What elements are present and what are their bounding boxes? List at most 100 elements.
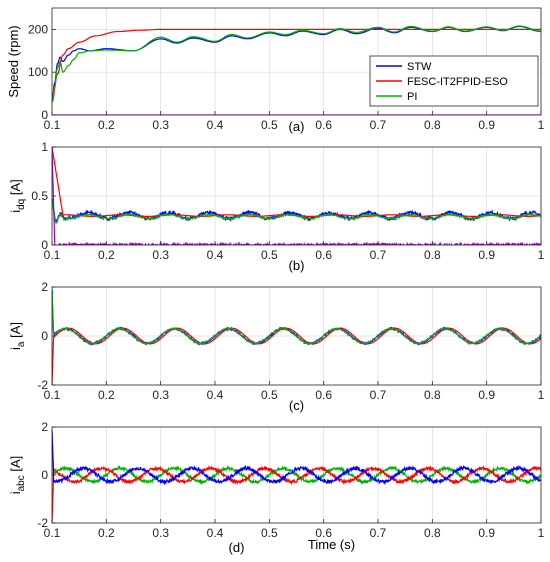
x-tick-label: 0.3 <box>152 118 169 132</box>
marker <box>270 333 274 336</box>
marker <box>359 213 362 217</box>
marker <box>54 332 58 335</box>
series-phase-c <box>52 429 541 486</box>
marker <box>472 218 475 221</box>
marker <box>451 245 454 248</box>
marker <box>211 211 215 215</box>
x-tick-label: 0.6 <box>315 526 332 540</box>
marker <box>298 213 302 217</box>
marker <box>85 210 89 213</box>
marker <box>424 242 428 245</box>
marker <box>446 212 449 215</box>
marker <box>202 243 206 245</box>
marker <box>124 211 128 215</box>
marker <box>511 332 514 336</box>
marker <box>381 242 384 245</box>
marker <box>220 242 223 245</box>
x-tick-label: 0.5 <box>261 526 278 540</box>
marker <box>511 242 515 245</box>
marker <box>528 210 532 214</box>
marker <box>198 213 202 216</box>
marker <box>107 218 110 222</box>
x-tick-label: 0.4 <box>207 388 224 402</box>
marker <box>72 242 76 245</box>
marker <box>415 212 419 216</box>
series-fesc-iq <box>52 147 541 217</box>
marker <box>441 212 445 216</box>
marker <box>115 214 119 218</box>
marker <box>172 210 176 214</box>
marker <box>359 243 362 245</box>
marker <box>424 217 428 221</box>
x-tick-label: 0.8 <box>424 118 441 132</box>
marker <box>494 244 497 245</box>
marker <box>311 215 315 219</box>
series-fesc-it2fpid-eso <box>52 327 541 385</box>
series-phase-b <box>52 464 541 523</box>
marker <box>380 331 384 335</box>
marker <box>259 243 262 245</box>
marker <box>221 329 225 332</box>
marker <box>394 217 397 221</box>
marker <box>132 334 135 337</box>
marker <box>494 212 497 216</box>
marker <box>351 245 354 248</box>
marker <box>102 242 106 245</box>
marker <box>398 213 402 216</box>
marker <box>398 243 402 245</box>
marker <box>207 212 210 215</box>
y-tick-label: -2 <box>37 516 48 530</box>
marker <box>155 243 158 245</box>
marker <box>52 198 54 202</box>
y-tick-label: 200 <box>28 22 48 36</box>
x-tick-label: 0.6 <box>315 118 332 132</box>
legend-entry: PI <box>407 91 417 103</box>
marker <box>403 245 406 248</box>
x-tick-label: 0.4 <box>207 526 224 540</box>
marker <box>102 215 106 219</box>
y-tick-label: 0 <box>41 468 48 482</box>
x-tick-label: 0.1 <box>44 118 61 132</box>
marker <box>346 243 349 245</box>
marker <box>294 245 297 248</box>
marker <box>163 243 167 245</box>
marker <box>276 243 280 245</box>
panel-a: 0.1 0.2 0.3 0.4 0.5 0.6 0.7 0.8 0.9 1 0 100 200 Speed… <box>6 7 545 134</box>
marker <box>476 242 480 245</box>
marker <box>156 337 160 341</box>
marker <box>295 333 298 337</box>
y-tick-label: 2 <box>41 420 48 434</box>
marker <box>128 210 132 213</box>
marker <box>537 213 541 216</box>
marker <box>333 243 336 245</box>
marker <box>55 219 58 222</box>
marker <box>489 244 493 245</box>
marker <box>89 243 93 245</box>
x-tick-label: 0.2 <box>98 118 115 132</box>
series-pi <box>52 289 541 345</box>
y-tick-label: 1 <box>41 140 48 154</box>
marker <box>420 243 423 245</box>
marker <box>472 242 475 245</box>
marker <box>168 211 171 214</box>
marker <box>107 243 110 245</box>
x-tick-label: 0.2 <box>98 388 115 402</box>
marker <box>520 242 523 245</box>
marker <box>307 218 310 222</box>
marker <box>507 329 510 333</box>
plot-area <box>52 147 541 248</box>
marker <box>246 210 249 214</box>
marker <box>287 328 290 331</box>
x-tick-label: 1 <box>538 526 545 540</box>
marker <box>401 331 404 335</box>
panel-b: 0.1 0.2 0.3 0.4 0.5 0.6 0.7 0.8 0.9 1 0 0.5 1 idq [A]… <box>8 140 545 273</box>
marker <box>433 243 436 245</box>
marker <box>172 242 176 245</box>
marker <box>176 242 180 245</box>
marker <box>285 211 289 215</box>
marker <box>454 242 458 245</box>
y-tick-label: 0 <box>41 238 48 252</box>
marker <box>289 243 293 245</box>
x-tick-label: 0.9 <box>478 526 495 540</box>
marker <box>98 213 102 217</box>
